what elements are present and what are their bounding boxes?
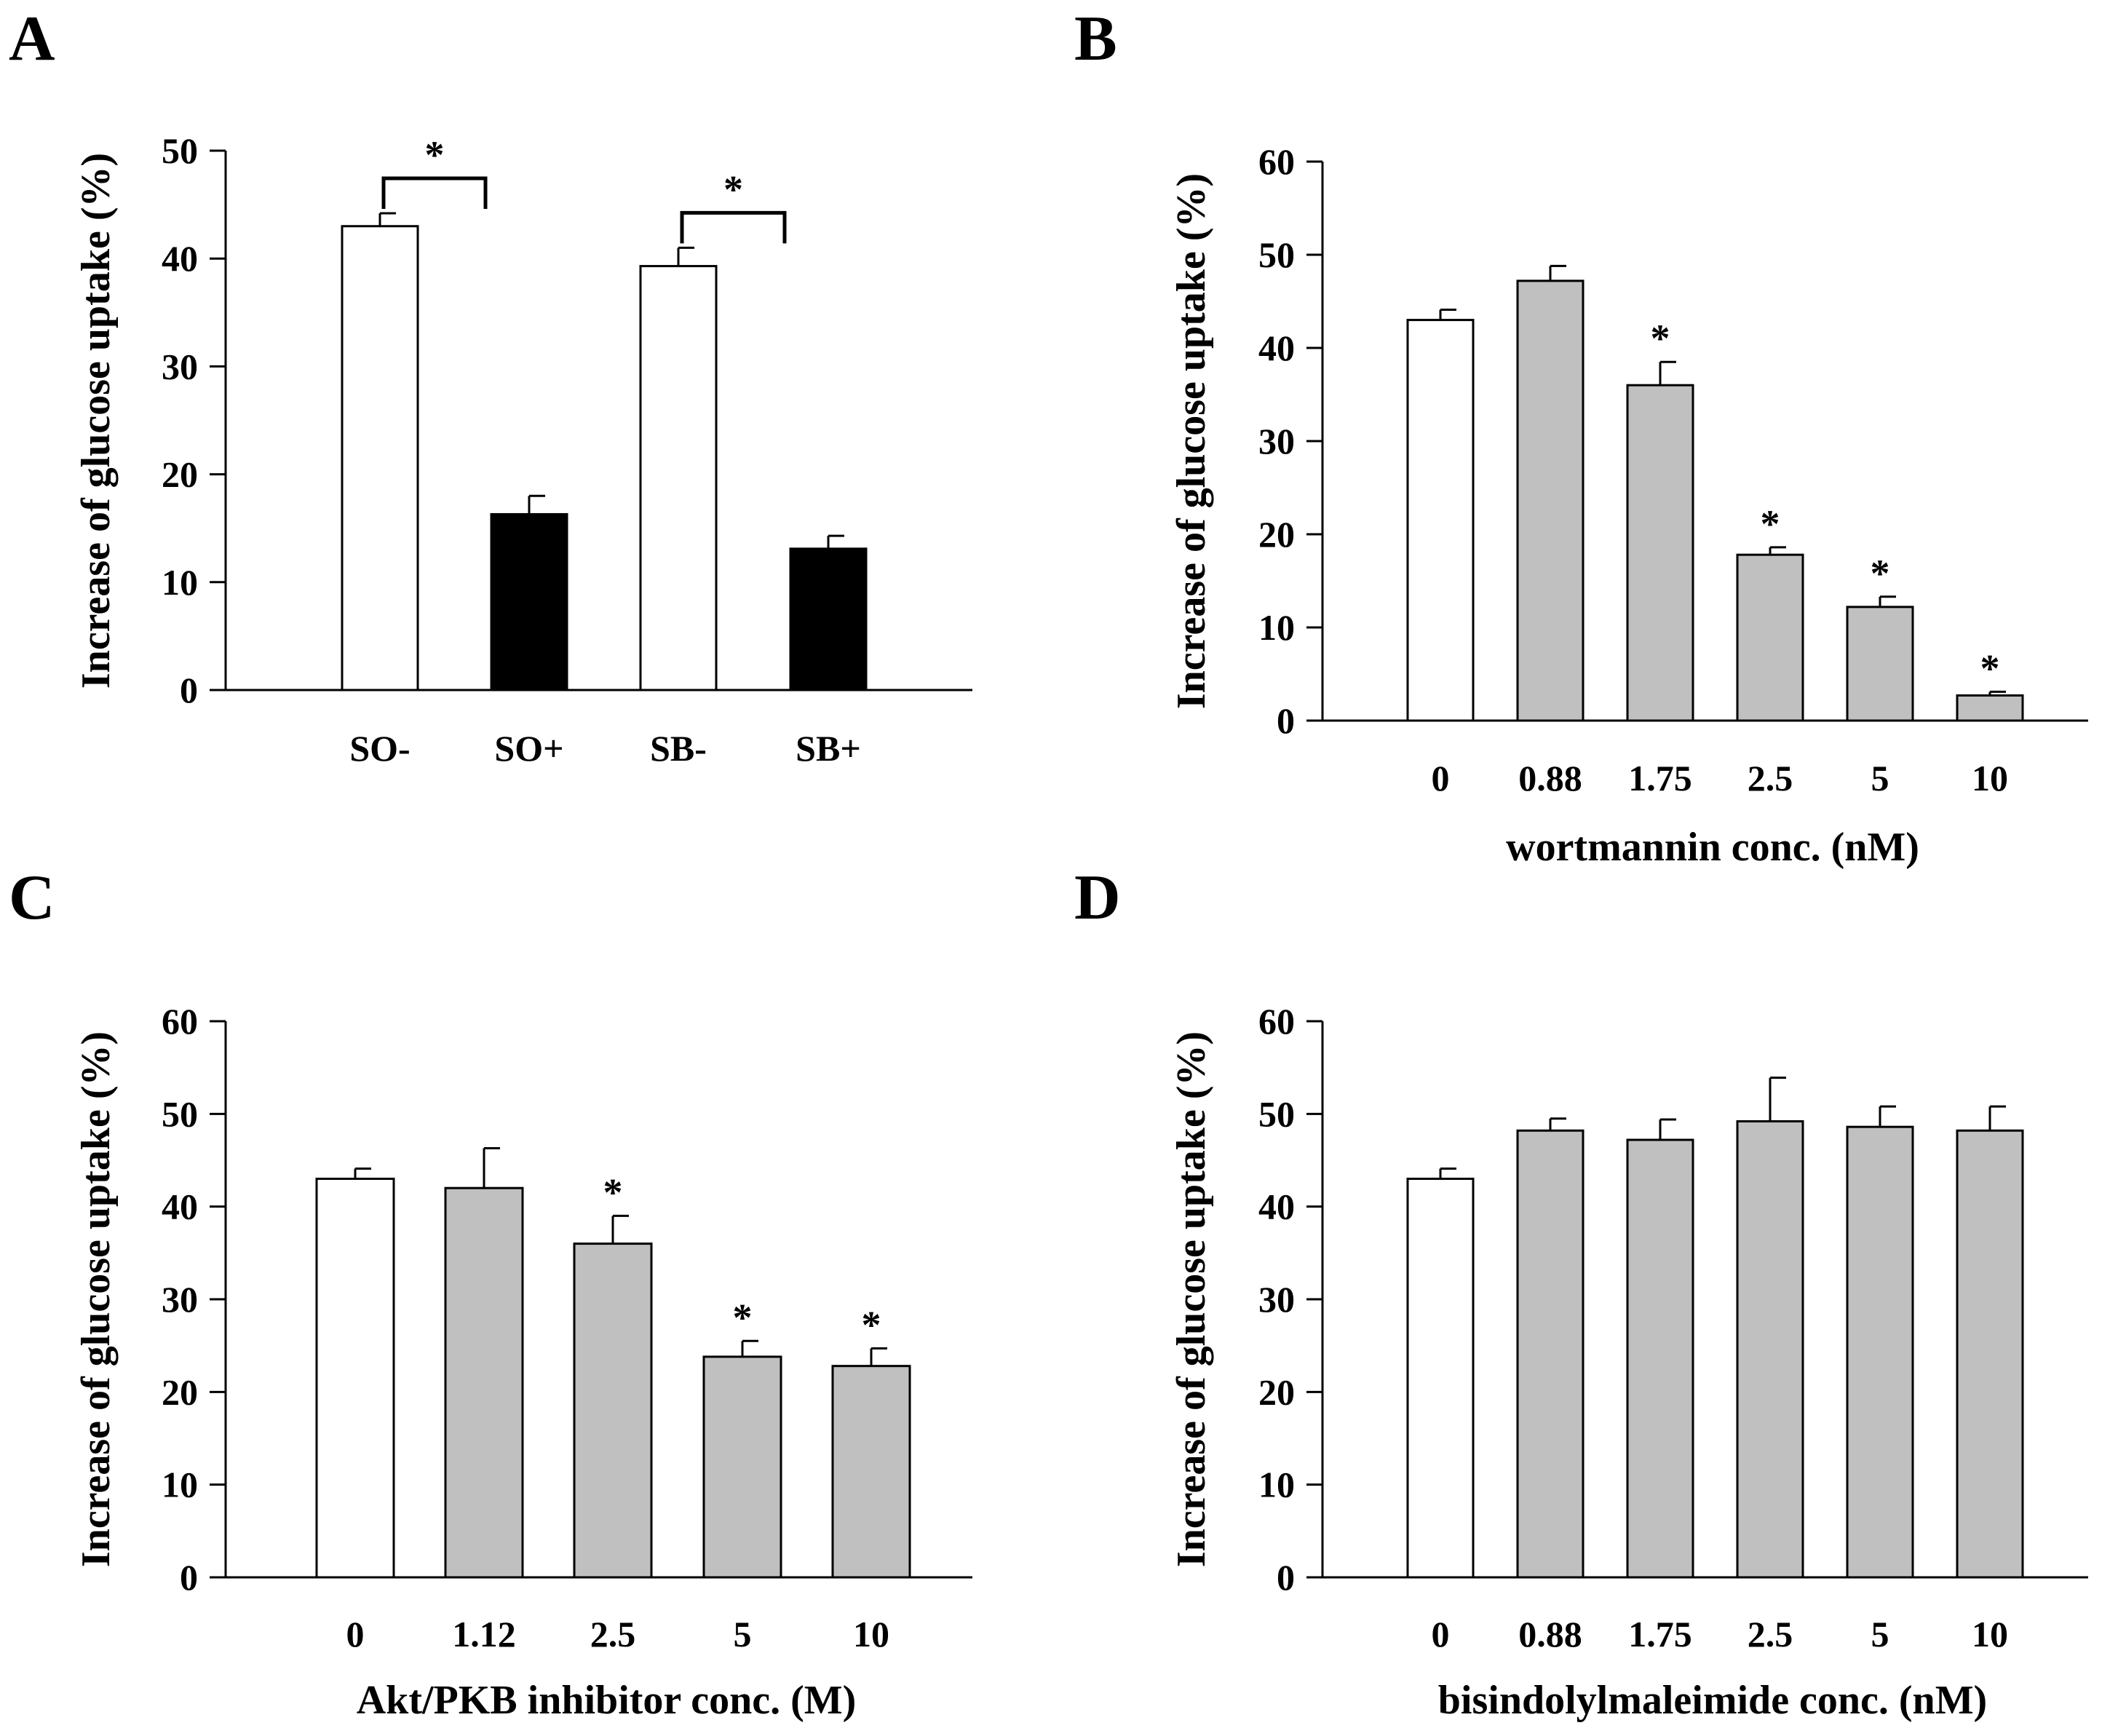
bar — [444, 1186, 524, 1579]
panel-letter: C — [9, 863, 55, 933]
x-axis-title: bisindolylmaleimide conc. (nM) — [1438, 1678, 1987, 1723]
significance-star: * — [862, 1303, 881, 1347]
y-tick-label: 0 — [180, 1557, 198, 1598]
significance-star: * — [723, 167, 743, 211]
bar — [1516, 280, 1585, 722]
x-axis-title: wortmannin conc. (nM) — [1506, 825, 1919, 870]
y-tick-label: 40 — [162, 238, 198, 279]
y-tick-label: 50 — [162, 130, 198, 171]
y-tick-label: 10 — [162, 562, 198, 603]
significance-star: * — [603, 1170, 623, 1214]
bar — [341, 225, 419, 691]
y-tick-label: 60 — [162, 1001, 198, 1042]
y-tick-label: 50 — [1258, 1093, 1295, 1134]
y-axis-title: Increase of glucose uptake (%) — [1169, 173, 1214, 709]
y-tick-label: 30 — [162, 346, 198, 387]
category-label: SB+ — [796, 728, 861, 769]
bar — [1956, 694, 2024, 722]
y-tick-label: 60 — [1258, 1001, 1295, 1042]
bar — [1626, 1138, 1694, 1579]
y-tick-label: 10 — [162, 1464, 198, 1505]
category-label: 2.5 — [590, 1614, 636, 1654]
y-tick-label: 40 — [162, 1186, 198, 1227]
category-label: 0.88 — [1518, 1614, 1582, 1654]
bar — [1736, 1120, 1804, 1579]
significance-bracket — [381, 176, 488, 209]
category-label: 10 — [1972, 758, 2008, 798]
x-axis-title: Akt/PKB inhibitor conc. (M) — [357, 1678, 857, 1723]
bar — [1846, 1125, 1914, 1579]
y-tick-label: 10 — [1258, 607, 1295, 648]
panel-letter: B — [1074, 4, 1117, 74]
bar — [1516, 1129, 1585, 1579]
y-tick-label: 10 — [1258, 1464, 1295, 1505]
y-tick-label: 0 — [1277, 700, 1295, 741]
category-label: 1.12 — [452, 1614, 516, 1654]
y-axis-title: Increase of glucose uptake (%) — [1169, 1031, 1214, 1567]
y-tick-label: 40 — [1258, 328, 1295, 368]
y-tick-label: 20 — [1258, 1371, 1295, 1412]
significance-star: * — [1980, 646, 2000, 690]
category-label: SO- — [349, 728, 410, 769]
y-tick-label: 0 — [180, 670, 198, 710]
category-label: 1.75 — [1628, 758, 1692, 798]
category-label: 0 — [1432, 1614, 1450, 1654]
significance-star: * — [1651, 317, 1670, 360]
panel-letter: A — [9, 4, 55, 74]
y-tick-label: 20 — [162, 454, 198, 495]
category-label: SO+ — [494, 728, 563, 769]
panel-letter: D — [1074, 863, 1121, 933]
category-label: SB- — [650, 728, 707, 769]
significance-star: * — [425, 133, 445, 177]
category-label: 0.88 — [1518, 758, 1582, 798]
bar — [1956, 1129, 2024, 1579]
bar — [573, 1242, 653, 1579]
bar — [1846, 606, 1914, 722]
bar — [1406, 319, 1475, 722]
bar — [639, 265, 718, 691]
significance-star: * — [733, 1296, 753, 1339]
bar — [702, 1355, 782, 1579]
bar — [1626, 384, 1694, 722]
category-label: 1.75 — [1628, 1614, 1692, 1654]
significance-star: * — [1871, 552, 1890, 595]
category-label: 0 — [1432, 758, 1450, 798]
category-label: 10 — [1972, 1614, 2008, 1654]
category-label: 5 — [1871, 1614, 1889, 1654]
y-axis-title: Increase of glucose uptake (%) — [74, 153, 119, 689]
y-tick-label: 30 — [1258, 1279, 1295, 1320]
category-label: 0 — [346, 1614, 365, 1654]
significance-bracket — [680, 210, 787, 244]
bar — [490, 512, 568, 691]
y-tick-label: 40 — [1258, 1186, 1295, 1227]
bar — [1406, 1177, 1475, 1579]
bar — [789, 547, 868, 691]
y-tick-label: 20 — [162, 1371, 198, 1412]
category-label: 5 — [1871, 758, 1889, 798]
chart-panel-a: A 0 10 20 30 40 50 Increase of glucose uptake (… — [9, 4, 972, 769]
category-label: 2.5 — [1748, 1614, 1793, 1654]
y-tick-label: 20 — [1258, 514, 1295, 555]
y-tick-label: 50 — [1258, 234, 1295, 275]
y-tick-label: 0 — [1277, 1557, 1295, 1598]
y-axis-title: Increase of glucose uptake (%) — [74, 1031, 119, 1567]
category-label: 2.5 — [1748, 758, 1793, 798]
category-label: 5 — [734, 1614, 752, 1654]
y-tick-label: 30 — [162, 1279, 198, 1320]
bar — [315, 1177, 395, 1579]
y-tick-label: 50 — [162, 1093, 198, 1134]
y-tick-label: 30 — [1258, 421, 1295, 461]
y-tick-label: 60 — [1258, 141, 1295, 182]
bar — [831, 1365, 911, 1579]
bar — [1736, 553, 1804, 722]
category-label: 10 — [853, 1614, 889, 1654]
significance-star: * — [1761, 502, 1780, 546]
